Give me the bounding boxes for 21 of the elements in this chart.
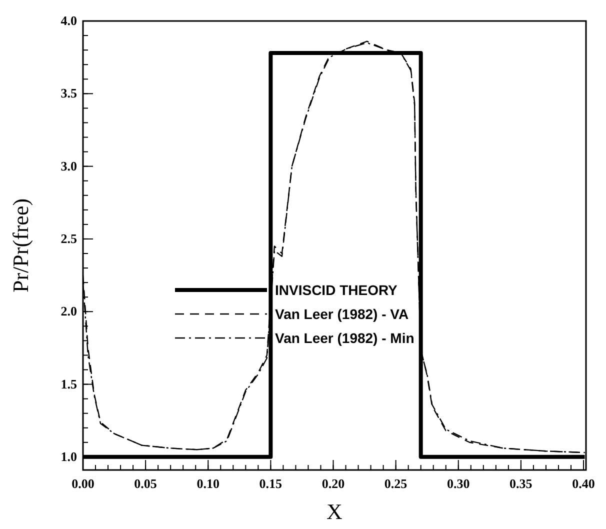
series-label: Van Leer (1982) - VA: [275, 306, 409, 322]
y-tick-label: 2.5: [60, 230, 78, 246]
y-tick-label: 3.0: [60, 158, 77, 174]
y-tick-label: 1.0: [60, 448, 77, 464]
x-axis-title: X: [326, 499, 343, 524]
series-label: Van Leer (1982) - Min: [275, 330, 414, 346]
series-label: INVISCID THEORY: [275, 282, 398, 298]
x-tick-label: 0.20: [322, 476, 345, 491]
x-tick-label: 0.35: [510, 476, 533, 491]
y-tick-label: 4.0: [60, 13, 77, 28]
x-tick-label: 0.40: [572, 476, 595, 491]
x-tick-label: 0.00: [72, 476, 94, 491]
x-tick-label: 0.10: [196, 476, 220, 491]
y-tick-label: 1.5: [60, 376, 78, 392]
x-tick-label: 0.25: [384, 476, 408, 491]
x-tick-label: 0.15: [259, 476, 283, 491]
x-tick-label: 0.30: [447, 476, 470, 491]
x-tick-label: 0.05: [134, 476, 158, 491]
y-tick-label: 2.0: [60, 304, 77, 319]
y-tick-label: 3.5: [60, 86, 78, 101]
y-axis-title: Pr/Pr(free): [8, 198, 33, 293]
